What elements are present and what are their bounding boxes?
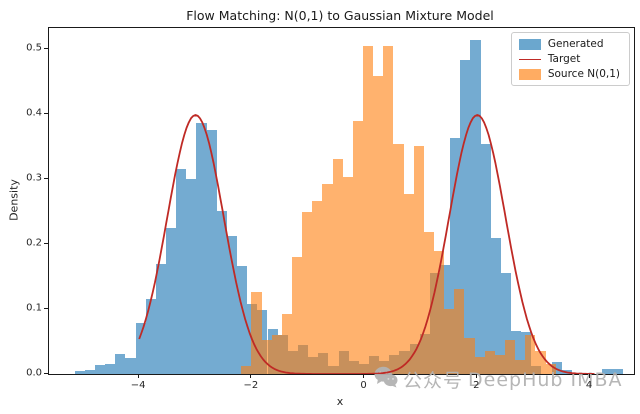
source-hist-bar xyxy=(474,357,485,374)
legend-line-swatch xyxy=(518,58,541,60)
x-tick-label: −2 xyxy=(243,380,259,391)
generated-hist-bar xyxy=(500,273,511,374)
generated-hist-bar xyxy=(470,40,481,374)
generated-hist-bar xyxy=(206,129,217,374)
y-tick-mark xyxy=(44,242,48,244)
generated-hist-bar xyxy=(450,138,461,374)
source-hist-bar xyxy=(413,146,424,374)
source-hist-bar xyxy=(261,340,272,374)
y-tick-label: 0.3 xyxy=(26,172,42,184)
source-hist-bar xyxy=(504,340,516,374)
y-tick-mark xyxy=(44,372,48,374)
y-tick-label: 0.0 xyxy=(26,367,42,379)
source-hist-bar xyxy=(515,359,526,374)
generated-hist-bar xyxy=(216,211,227,374)
source-hist-bar xyxy=(464,337,475,374)
generated-hist-bar xyxy=(145,299,156,374)
source-hist-bar xyxy=(403,194,414,374)
x-tick-mark xyxy=(137,374,139,378)
x-tick-mark xyxy=(250,374,252,378)
legend-patch-swatch xyxy=(518,38,541,50)
source-hist-bar xyxy=(373,76,384,374)
generated-hist-bar xyxy=(510,331,522,374)
source-hist-bar xyxy=(281,314,292,374)
target-curve xyxy=(138,114,595,374)
y-tick-mark xyxy=(44,177,48,179)
legend-label: Source N(0,1) xyxy=(547,68,620,80)
source-hist-bar xyxy=(332,159,343,374)
source-hist-bar xyxy=(291,257,303,374)
legend-item: Generated xyxy=(518,38,620,50)
source-hist-bar xyxy=(444,309,455,374)
x-tick-label: −4 xyxy=(130,380,146,391)
source-hist-bar xyxy=(423,232,434,374)
generated-hist-bar xyxy=(196,122,207,374)
x-tick-label: 2 xyxy=(473,380,480,391)
source-hist-bar xyxy=(362,46,374,374)
generated-hist-bar xyxy=(551,361,562,374)
x-tick-mark xyxy=(363,374,365,378)
generated-hist-bar xyxy=(226,235,238,374)
x-tick-label: 4 xyxy=(585,380,593,391)
generated-hist-bar xyxy=(490,237,501,374)
generated-hist-bar xyxy=(155,263,167,374)
y-axis-label: Density xyxy=(7,179,21,221)
source-hist-bar xyxy=(383,46,394,374)
y-tick-label: 0.2 xyxy=(26,237,42,249)
source-hist-bar xyxy=(494,354,505,374)
generated-hist-bar xyxy=(84,370,96,374)
generated-hist-bar xyxy=(186,179,197,374)
generated-hist-bar xyxy=(105,363,116,374)
source-hist-bar xyxy=(302,212,313,374)
generated-hist-bar xyxy=(602,368,613,374)
x-tick-mark xyxy=(588,374,590,378)
watermark-text-en: DeepHub IMBA xyxy=(468,368,623,391)
source-hist-bar xyxy=(241,366,252,374)
legend-label: Target xyxy=(547,53,581,65)
chart-title: Flow Matching: N(0,1) to Gaussian Mixtur… xyxy=(186,8,494,23)
wechat-icon xyxy=(374,366,398,393)
x-tick-label: 0 xyxy=(360,380,367,391)
generated-hist-bar xyxy=(95,364,106,374)
generated-hist-bar xyxy=(176,168,187,374)
generated-hist-bar xyxy=(135,322,146,374)
legend: Generated Target Source N(0,1) xyxy=(510,32,630,86)
source-hist-bar xyxy=(545,364,556,374)
x-tick-mark xyxy=(475,374,477,378)
source-hist-bar xyxy=(251,292,262,374)
source-hist-bar xyxy=(454,288,465,374)
source-hist-bar xyxy=(312,200,323,374)
generated-hist-bar xyxy=(125,357,136,374)
y-tick-label: 0.5 xyxy=(26,42,42,54)
generated-hist-bar xyxy=(166,227,177,374)
y-tick-mark xyxy=(44,47,48,49)
source-hist-bar xyxy=(525,335,536,374)
legend-item: Target xyxy=(518,53,620,65)
y-tick-mark xyxy=(44,307,48,309)
source-hist-bar xyxy=(322,183,333,374)
source-hist-bar xyxy=(352,120,363,374)
legend-item: Source N(0,1) xyxy=(518,68,620,80)
source-hist-bar xyxy=(342,177,353,374)
source-hist-bar xyxy=(433,250,445,374)
generated-hist-bar xyxy=(115,353,126,374)
y-tick-label: 0.1 xyxy=(26,302,42,314)
generated-hist-bar xyxy=(460,60,471,374)
legend-patch-swatch xyxy=(518,68,541,80)
generated-hist-bar xyxy=(237,265,248,374)
generated-hist-bar xyxy=(74,371,85,374)
legend-label: Generated xyxy=(547,38,604,50)
watermark: 公众号 DeepHub IMBA xyxy=(374,366,623,393)
source-hist-bar xyxy=(271,335,282,374)
source-hist-bar xyxy=(393,144,404,374)
source-hist-bar xyxy=(535,351,546,374)
generated-hist-bar xyxy=(480,143,491,374)
y-tick-mark xyxy=(44,112,48,114)
watermark-text-cn: 公众号 xyxy=(403,370,464,392)
y-tick-label: 0.4 xyxy=(26,107,42,119)
source-hist-bar xyxy=(484,350,495,374)
x-axis-label: x xyxy=(336,395,344,408)
generated-hist-bar xyxy=(612,368,623,374)
